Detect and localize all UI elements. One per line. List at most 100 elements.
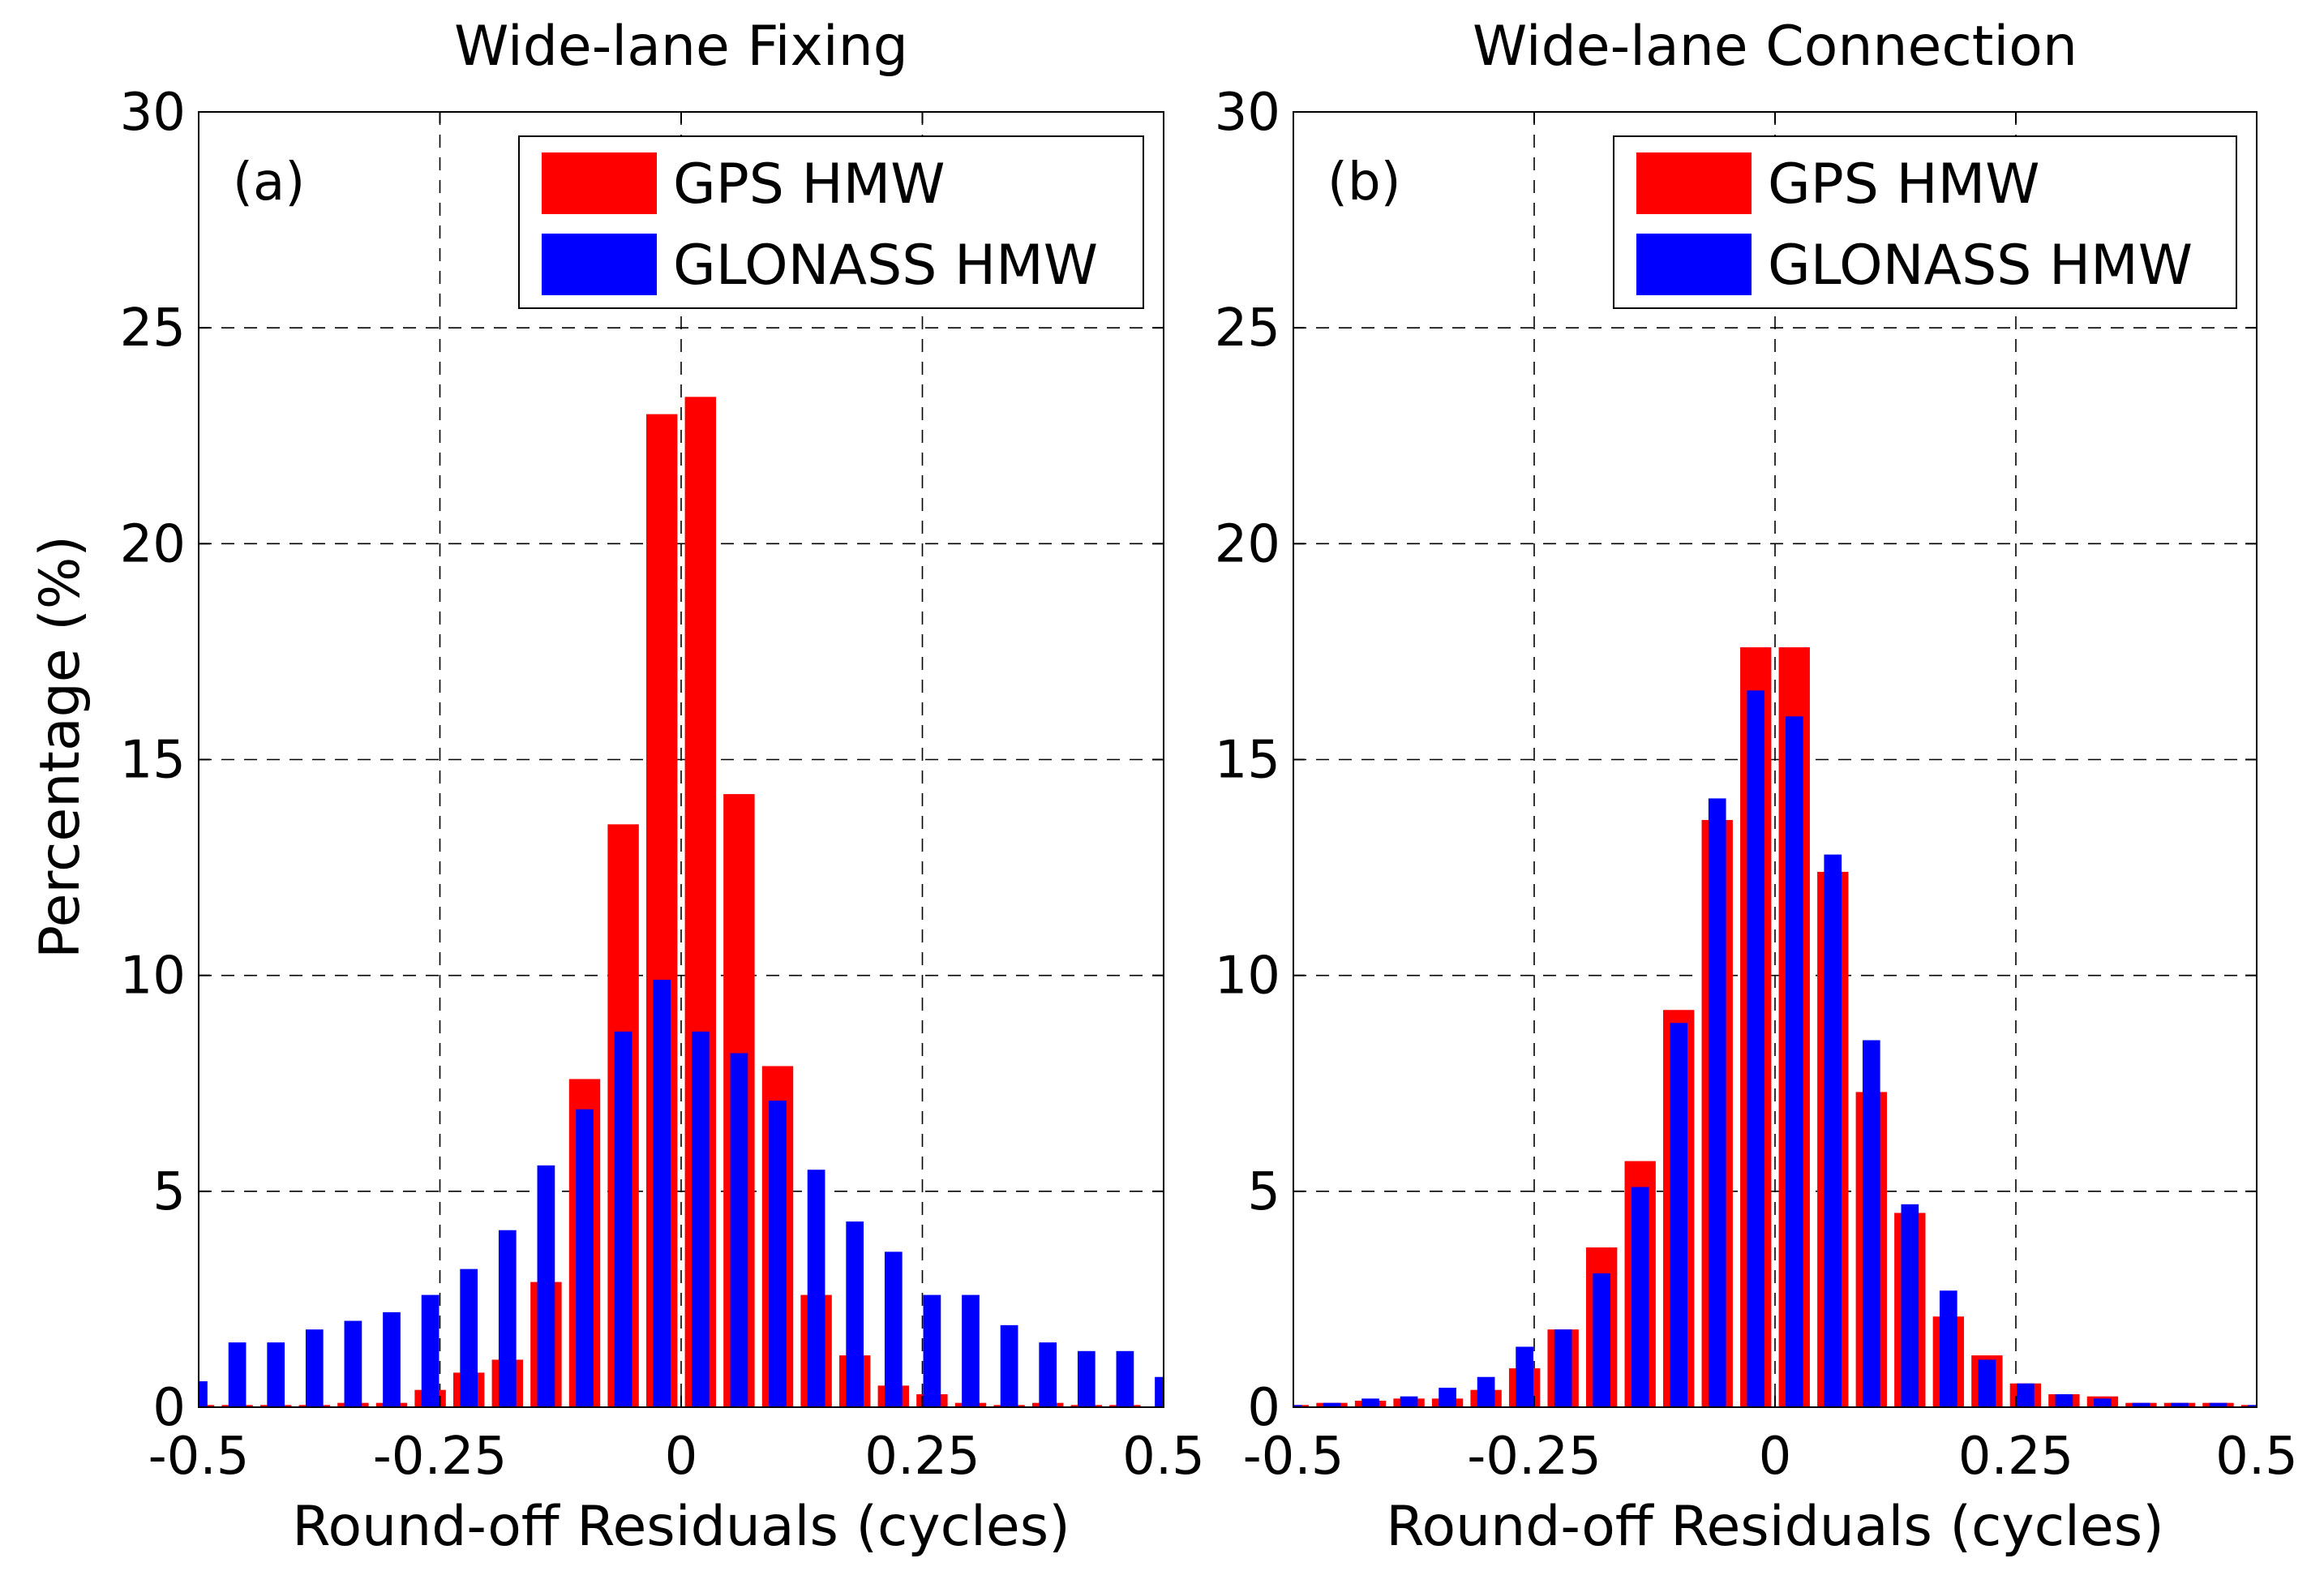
panel-a-legend-glonass-swatch xyxy=(542,234,657,295)
bar-glonass xyxy=(1516,1346,1533,1407)
panel-a-legend-gps-swatch xyxy=(542,152,657,214)
y-tick-label: 25 xyxy=(120,298,186,358)
bar-glonass xyxy=(383,1311,401,1407)
bar-glonass xyxy=(923,1294,941,1407)
panel-b-legend-gps-swatch xyxy=(1636,152,1752,214)
panel-a-ticks: 0 5 10 15 20 25 30 -0.5 -0.25 0 0.25 0.5 xyxy=(120,83,1205,1487)
bar-glonass xyxy=(1116,1350,1134,1407)
bar-glonass xyxy=(1901,1204,1919,1407)
x-tick-label: 0.25 xyxy=(1958,1427,2074,1487)
bar-glonass xyxy=(1477,1376,1495,1407)
panel-a-legend-glonass-label: GLONASS HMW xyxy=(673,234,1098,298)
y-tick-label: 20 xyxy=(1215,514,1280,574)
bar-glonass xyxy=(1747,690,1765,1407)
bar-glonass xyxy=(199,1381,208,1407)
bar-glonass xyxy=(1940,1290,1957,1407)
y-tick-label: 10 xyxy=(1215,947,1280,1007)
x-tick-label: 0 xyxy=(665,1427,698,1487)
panel-b-legend-gps-label: GPS HMW xyxy=(1768,152,2040,217)
x-tick-label: -0.25 xyxy=(1467,1427,1602,1487)
panel-a-x-axis-label: Round-off Residuals (cycles) xyxy=(292,1495,1070,1559)
bar-glonass xyxy=(1439,1388,1456,1407)
panel-a-wide-lane-fixing: 0 5 10 15 20 25 30 -0.5 -0.25 0 0.25 0.5 Wide-lane … xyxy=(120,15,1205,1559)
bar-glonass xyxy=(1670,1023,1688,1407)
panel-b-ticks: 0 5 10 15 20 25 30 -0.5 -0.25 0 0.25 0.5 xyxy=(1215,83,2298,1487)
bar-glonass xyxy=(576,1109,594,1407)
panel-a-legend-gps-label: GPS HMW xyxy=(673,152,945,217)
y-tick-label: 5 xyxy=(1247,1162,1280,1222)
bar-glonass xyxy=(2248,1405,2257,1407)
y-tick-label: 0 xyxy=(1247,1378,1280,1438)
panel-a-legend: GPS HMW GLONASS HMW xyxy=(518,135,1144,309)
bar-glonass xyxy=(305,1329,324,1407)
x-tick-label: 0.5 xyxy=(2215,1427,2298,1487)
bar-glonass xyxy=(460,1268,478,1407)
x-tick-label: 0.5 xyxy=(1122,1427,1205,1487)
bar-glonass xyxy=(2132,1402,2150,1407)
bar-glonass xyxy=(1293,1405,1302,1407)
bar-glonass xyxy=(228,1342,247,1407)
bar-glonass xyxy=(962,1294,980,1407)
panel-a-gridlines xyxy=(199,112,1164,1407)
bar-glonass xyxy=(884,1251,903,1407)
y-tick-label: 30 xyxy=(1215,83,1280,143)
bar-glonass xyxy=(267,1342,285,1407)
bar-glonass xyxy=(421,1294,440,1407)
bar-glonass xyxy=(2017,1383,2035,1407)
bar-glonass xyxy=(807,1170,825,1407)
bar-glonass xyxy=(769,1101,787,1407)
y-tick-label: 30 xyxy=(120,83,186,143)
bar-glonass xyxy=(1785,716,1803,1407)
bar-glonass xyxy=(2094,1398,2112,1407)
panel-a-bars xyxy=(199,397,1164,1408)
y-tick-label: 15 xyxy=(120,731,186,791)
panel-a-title: Wide-lane Fixing xyxy=(454,15,908,79)
panel-b-title: Wide-lane Connection xyxy=(1473,15,2077,79)
panel-b-bars xyxy=(1293,647,2257,1407)
bar-glonass xyxy=(2171,1402,2189,1407)
bar-glonass xyxy=(2055,1394,2073,1407)
panel-b-x-axis-label: Round-off Residuals (cycles) xyxy=(1386,1495,2163,1559)
x-tick-label: -0.5 xyxy=(148,1427,250,1487)
y-tick-label: 15 xyxy=(1215,731,1280,791)
bar-glonass xyxy=(498,1230,517,1407)
panel-b-wide-lane-connection: 0 5 10 15 20 25 30 -0.5 -0.25 0 0.25 0.5 Wide-lane … xyxy=(1215,15,2298,1559)
bar-glonass xyxy=(1554,1329,1572,1407)
bar-glonass xyxy=(730,1053,748,1407)
bar-glonass xyxy=(2209,1402,2228,1407)
bar-glonass xyxy=(1631,1187,1649,1407)
panel-a-label: (a) xyxy=(233,152,305,212)
y-tick-label: 10 xyxy=(120,947,186,1007)
x-tick-label: -0.25 xyxy=(373,1427,508,1487)
bar-glonass xyxy=(537,1165,555,1407)
bar-glonass xyxy=(1039,1342,1057,1407)
panel-b-legend: GPS HMW GLONASS HMW xyxy=(1613,135,2237,309)
y-tick-label: 5 xyxy=(152,1162,186,1222)
bar-glonass xyxy=(653,979,671,1407)
panel-b-legend-glonass-swatch xyxy=(1636,234,1752,295)
bar-glonass xyxy=(691,1031,710,1407)
bar-glonass xyxy=(1077,1350,1096,1407)
bar-glonass xyxy=(1824,854,1842,1407)
y-tick-label: 20 xyxy=(120,514,186,574)
bar-glonass xyxy=(1000,1324,1018,1407)
bar-glonass xyxy=(1593,1273,1610,1407)
panel-b-legend-glonass-label: GLONASS HMW xyxy=(1768,234,2193,298)
bar-glonass xyxy=(1978,1359,1996,1407)
bar-glonass xyxy=(1400,1396,1418,1407)
bar-glonass xyxy=(1708,798,1726,1407)
x-tick-label: -0.5 xyxy=(1243,1427,1344,1487)
bar-glonass xyxy=(344,1320,362,1407)
y-axis-label: Percentage (%) xyxy=(28,535,92,959)
bar-glonass xyxy=(1155,1376,1164,1407)
bar-glonass xyxy=(1862,1040,1880,1407)
y-tick-label: 25 xyxy=(1215,298,1280,358)
bar-glonass xyxy=(1361,1398,1379,1407)
bar-glonass xyxy=(846,1221,864,1407)
panel-b-label: (b) xyxy=(1327,152,1401,212)
panel-b-gridlines xyxy=(1293,112,2257,1407)
bar-glonass xyxy=(1323,1402,1341,1407)
x-tick-label: 0 xyxy=(1759,1427,1792,1487)
x-tick-label: 0.25 xyxy=(864,1427,980,1487)
